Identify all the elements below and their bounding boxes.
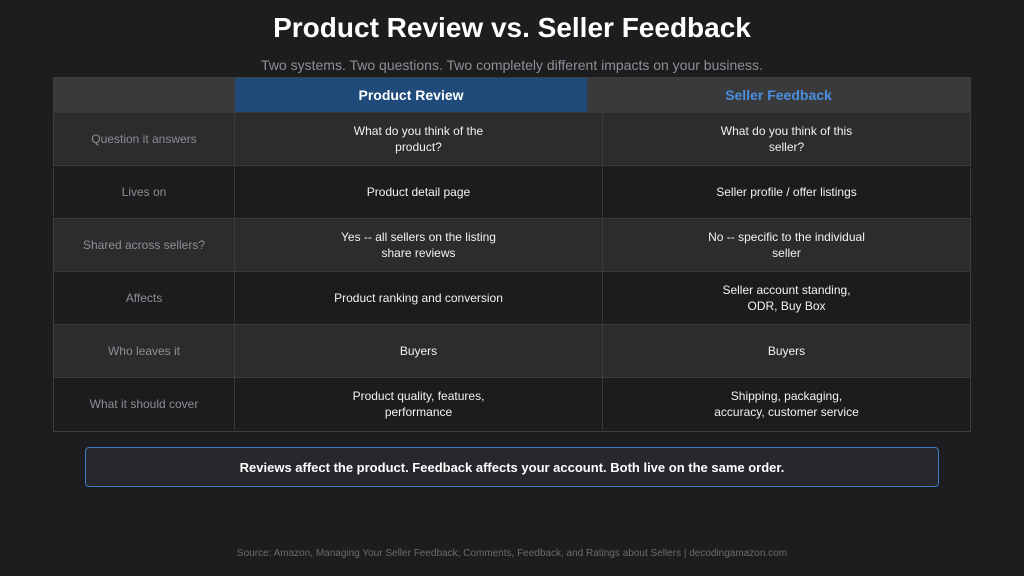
row-label: Lives on [54, 166, 235, 218]
page-subtitle: Two systems. Two questions. Two complete… [261, 57, 763, 73]
row-label: Affects [54, 272, 235, 324]
table-header-row: Product Review Seller Feedback [54, 78, 970, 112]
seller-feedback-cell: Buyers [767, 344, 806, 358]
table-row: Affects Product ranking and conversion S… [54, 271, 970, 324]
product-review-cell: Product ranking and conversion [235, 272, 603, 324]
product-review-cell: Product detail page [235, 166, 603, 218]
comparison-table: Product Review Seller Feedback Question … [53, 77, 971, 432]
row-label: Who leaves it [54, 325, 235, 377]
table-row: What it should cover Product quality, fe… [54, 377, 970, 430]
table-row: Question it answers What do you think of… [54, 112, 970, 165]
product-review-cell: What do you think of the product? [235, 113, 603, 165]
seller-feedback-cell: Seller account standing, ODR, Buy Box [722, 283, 851, 313]
summary-callout: Reviews affect the product. Feedback aff… [85, 447, 939, 487]
table-row: Who leaves it Buyers Buyers [54, 324, 970, 377]
product-review-cell: Product quality, features, performance [235, 378, 603, 430]
table-row: Shared across sellers? Yes -- all seller… [54, 218, 970, 271]
row-label: Question it answers [54, 113, 235, 165]
header-blank-cell [54, 78, 235, 112]
product-review-cell: Yes -- all sellers on the listing share … [235, 219, 603, 271]
seller-feedback-cell: Shipping, packaging, accuracy, customer … [714, 389, 859, 419]
source-citation: Source: Amazon, Managing Your Seller Fee… [236, 548, 788, 559]
page-title: Product Review vs. Seller Feedback [273, 12, 751, 43]
product-review-cell: Buyers [235, 325, 603, 377]
header-seller-feedback: Seller Feedback [725, 87, 832, 103]
seller-feedback-cell: What do you think of this seller? [720, 124, 853, 154]
seller-feedback-cell: No -- specific to the individual seller [708, 230, 865, 260]
table-row: Lives on Product detail page Seller prof… [54, 165, 970, 218]
row-label: What it should cover [54, 378, 235, 430]
seller-feedback-cell: Seller profile / offer listings [716, 185, 857, 199]
row-label: Shared across sellers? [54, 219, 235, 271]
header-product-review: Product Review [235, 78, 587, 112]
